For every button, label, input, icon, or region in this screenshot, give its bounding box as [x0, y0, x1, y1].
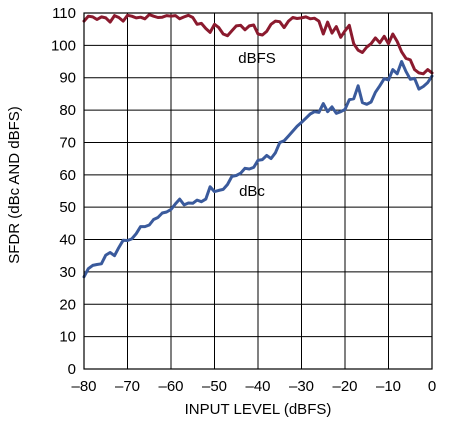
series-line-dbc: [82, 60, 434, 279]
x-tick-label: 0: [428, 378, 436, 395]
x-tick-label: –50: [202, 378, 227, 395]
series-lines: [82, 13, 434, 279]
y-tick-label: 10: [59, 329, 76, 346]
x-tick-label: –20: [332, 378, 357, 395]
y-tick-label: 110: [52, 5, 76, 22]
x-tick-label: –80: [71, 378, 96, 395]
series-label-dbc: dBc: [239, 183, 265, 200]
x-tick-label: –40: [245, 378, 270, 395]
y-tick-label: 70: [59, 134, 76, 151]
x-axis-label: INPUT LEVEL (dBFS): [185, 401, 332, 418]
tick-labels: –80 –70 –60 –50 –40 –30 –20 –10 0 0 10 20 30 40 50 60 70…: [51, 5, 436, 395]
x-tick-label: –30: [289, 378, 314, 395]
y-tick-label: 100: [51, 37, 76, 54]
y-tick-label: 90: [59, 70, 76, 87]
y-tick-label: 30: [59, 264, 76, 281]
y-tick-label: 0: [68, 361, 76, 378]
y-tick-label: 20: [59, 296, 76, 313]
grid-lines: [83, 12, 433, 370]
y-axis-label: SFDR (dBc AND dBFS): [6, 106, 23, 264]
y-tick-label: 50: [59, 199, 76, 216]
y-tick-label: 60: [59, 167, 76, 184]
plot-frame: [83, 12, 433, 370]
x-tick-label: –70: [115, 378, 140, 395]
series-label-dbfs: dBFS: [238, 50, 276, 67]
series-line-dbfs: [82, 13, 434, 76]
y-tick-label: 80: [59, 102, 76, 119]
y-tick-label: 40: [59, 232, 76, 249]
x-tick-label: –10: [376, 378, 401, 395]
x-tick-label: –60: [158, 378, 183, 395]
